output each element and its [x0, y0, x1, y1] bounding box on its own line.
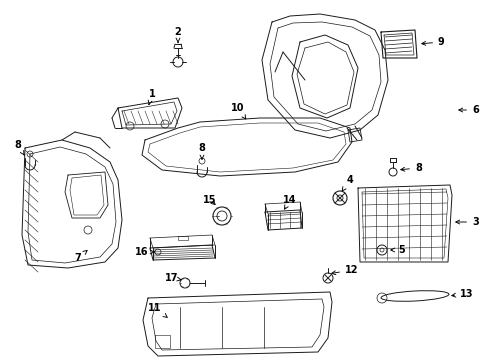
Text: 16: 16 [135, 247, 154, 257]
Text: 2: 2 [174, 27, 181, 42]
Text: 13: 13 [451, 289, 472, 299]
Text: 10: 10 [231, 103, 245, 119]
Text: 5: 5 [390, 245, 404, 255]
Text: 17: 17 [165, 273, 181, 283]
Text: 4: 4 [342, 175, 353, 191]
Text: 7: 7 [75, 251, 87, 263]
Text: 6: 6 [458, 105, 478, 115]
Text: 3: 3 [455, 217, 478, 227]
Text: 11: 11 [148, 303, 167, 318]
Text: 14: 14 [283, 195, 296, 209]
Text: 8: 8 [400, 163, 421, 173]
Text: 15: 15 [203, 195, 216, 205]
Text: 8: 8 [198, 143, 205, 159]
Text: 12: 12 [331, 265, 358, 275]
Text: 9: 9 [421, 37, 444, 47]
Text: 1: 1 [148, 89, 155, 105]
Text: 8: 8 [15, 140, 24, 155]
